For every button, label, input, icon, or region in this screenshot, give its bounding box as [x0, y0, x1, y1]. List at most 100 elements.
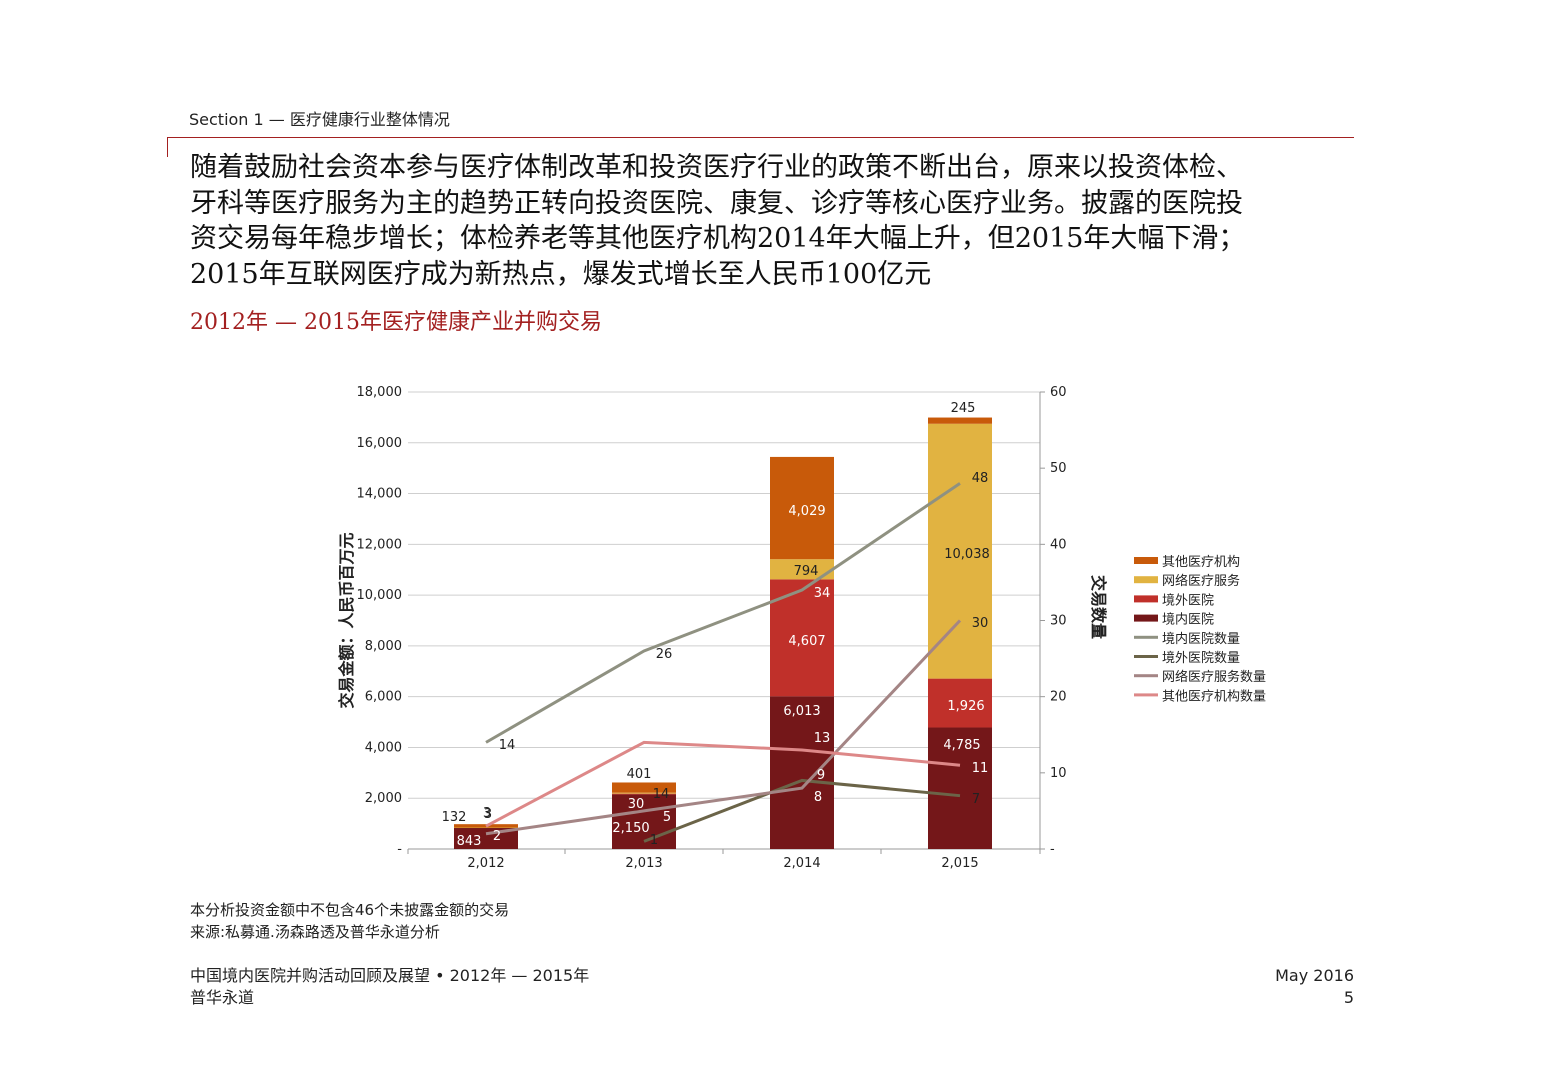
bar-data-label: 794 — [794, 564, 819, 579]
bar-segment — [928, 727, 992, 849]
bar-data-label: 843 — [457, 834, 482, 849]
bar-segment — [928, 423, 992, 679]
legend-label: 其他医疗机构数量 — [1162, 689, 1266, 704]
legend-swatch — [1134, 674, 1158, 678]
bar-segment — [928, 417, 992, 424]
bar-data-label: 2,150 — [612, 821, 649, 836]
legend-label: 网络医疗服务数量 — [1162, 669, 1266, 685]
line-data-label: 13 — [814, 731, 831, 746]
x-tick-label: 2,014 — [783, 856, 820, 871]
headline-line: 资交易每年稳步增长；体检养老等其他医疗机构2014年大幅上升，但2015年大幅下… — [190, 223, 1246, 254]
bar-data-label: 6,013 — [783, 704, 820, 719]
legend-swatch — [1134, 655, 1158, 658]
line-data-label: 14 — [653, 787, 670, 802]
y-axis-title: 交易金额：人民币百万元 — [337, 532, 356, 708]
bar-data-label: 401 — [627, 767, 652, 782]
legend-label: 其他医疗机构 — [1162, 555, 1240, 570]
bar-segment — [454, 827, 518, 829]
y-tick-label: 14,000 — [357, 487, 403, 502]
legend-swatch — [1134, 614, 1158, 622]
line-data-label: 9 — [817, 768, 825, 783]
bar-data-label: 30 — [628, 797, 645, 812]
section-label: Section 1 — 医疗健康行业整体情况 — [189, 110, 450, 129]
line-data-label: 48 — [972, 471, 989, 486]
bar-segment — [770, 559, 834, 580]
line-data-label: 34 — [814, 586, 831, 601]
page-number: 5 — [1343, 988, 1354, 1007]
bar-segment — [928, 678, 992, 728]
series-line — [485, 619, 962, 836]
line-data-label: 2 — [493, 829, 501, 844]
y-tick-label: 12,000 — [357, 537, 403, 552]
footer-date: May 2016 — [1275, 966, 1354, 985]
line-data-label: 30 — [972, 616, 989, 631]
x-tick-label: 2,015 — [941, 856, 978, 871]
legend-label: 网络医疗服务 — [1162, 573, 1240, 589]
header-rule-tick — [167, 137, 168, 157]
x-tick-label: 2,013 — [625, 856, 662, 871]
note-source: 来源:私募通.汤森路透及普华永道分析 — [190, 923, 440, 941]
y-tick-label: 2,000 — [365, 791, 402, 806]
legend-label: 境内医院数量 — [1162, 631, 1240, 647]
headline-line: 随着鼓励社会资本参与医疗体制改革和投资医疗行业的政策不断出台，原来以投资体检、 — [190, 152, 1243, 183]
y2-tick-label: 40 — [1050, 537, 1067, 552]
y2-tick-label: 30 — [1050, 614, 1067, 629]
line-data-label: 5 — [663, 810, 671, 825]
line-data-label: 11 — [972, 761, 989, 776]
legend-label: 境内医院 — [1162, 612, 1214, 628]
ma-chart: - 2,000 4,000 6,000 8,000 10,000 12,000 14,000 1… — [337, 385, 1266, 871]
footer-firm: 普华永道 — [190, 988, 255, 1007]
line-data-label: 14 — [499, 738, 516, 753]
series-line — [643, 778, 961, 843]
series-line — [485, 740, 961, 828]
series-line — [485, 482, 961, 744]
headline: 随着鼓励社会资本参与医疗体制改革和投资医疗行业的政策不断出台，原来以投资体检、 … — [190, 150, 1350, 292]
bar-data-label: 4,029 — [788, 504, 825, 519]
bar-data-label: 10,038 — [944, 547, 990, 562]
legend-swatch — [1134, 693, 1158, 697]
y-tick-label: 10,000 — [357, 588, 403, 603]
y2-tick-label: - — [1050, 842, 1055, 857]
legend-label: 境外医院数量 — [1162, 651, 1240, 666]
line-data-label: 1 — [650, 833, 658, 848]
y-tick-label: 4,000 — [365, 740, 402, 755]
note-undisclosed: 本分析投资金额中不包含46个未披露金额的交易 — [190, 901, 510, 919]
chart-title: 2012年 — 2015年医疗健康产业并购交易 — [190, 310, 602, 335]
footer-report-title: 中国境内医院并购活动回顾及展望 • 2012年 — 2015年 — [190, 966, 590, 985]
line-data-label: 3 — [483, 806, 491, 821]
legend-swatch — [1134, 576, 1158, 584]
line-data-label: 7 — [972, 792, 980, 807]
headline-line: 2015年互联网医疗成为新热点，爆发式增长至人民币100亿元 — [190, 258, 932, 290]
y2-tick-label: 10 — [1050, 766, 1067, 781]
bar-segment — [612, 792, 676, 794]
y-tick-label: - — [397, 842, 402, 857]
bar-data-label: 132 — [442, 810, 467, 825]
bar-data-label: 1,926 — [947, 699, 984, 714]
legend-swatch — [1134, 557, 1158, 564]
legend-swatch — [1134, 635, 1158, 639]
bar-data-label: 4,785 — [943, 738, 980, 753]
y2-tick-label: 50 — [1050, 461, 1067, 476]
x-tick-label: 2,012 — [467, 856, 504, 871]
bar-segment — [612, 782, 676, 793]
y-tick-label: 16,000 — [357, 436, 403, 451]
bar-data-label: 3 — [484, 807, 492, 822]
bar-segment — [770, 456, 834, 560]
line-data-label: 26 — [656, 647, 673, 662]
bar-segment — [612, 793, 676, 795]
y-tick-label: 8,000 — [365, 639, 402, 654]
footer-right: May 2016 5 — [1275, 965, 1354, 1009]
y2-axis-title: 交易数量 — [1089, 575, 1108, 639]
header-rule — [167, 137, 1354, 138]
headline-line: 牙科等医疗服务为主的趋势正转向投资医院、康复、诊疗等核心医疗业务。披露的医院投 — [190, 187, 1243, 219]
bar-data-label: 4,607 — [788, 634, 825, 649]
footer-left: 中国境内医院并购活动回顾及展望 • 2012年 — 2015年 普华永道 — [190, 965, 589, 1009]
bar-data-label: 245 — [951, 401, 976, 416]
y-tick-label: 18,000 — [357, 385, 403, 400]
bar-segment — [770, 696, 834, 849]
line-data-label: 8 — [814, 790, 822, 805]
y2-tick-label: 60 — [1050, 385, 1067, 400]
y-tick-label: 6,000 — [365, 690, 402, 705]
legend-swatch — [1134, 595, 1158, 603]
y2-tick-label: 20 — [1050, 690, 1067, 705]
